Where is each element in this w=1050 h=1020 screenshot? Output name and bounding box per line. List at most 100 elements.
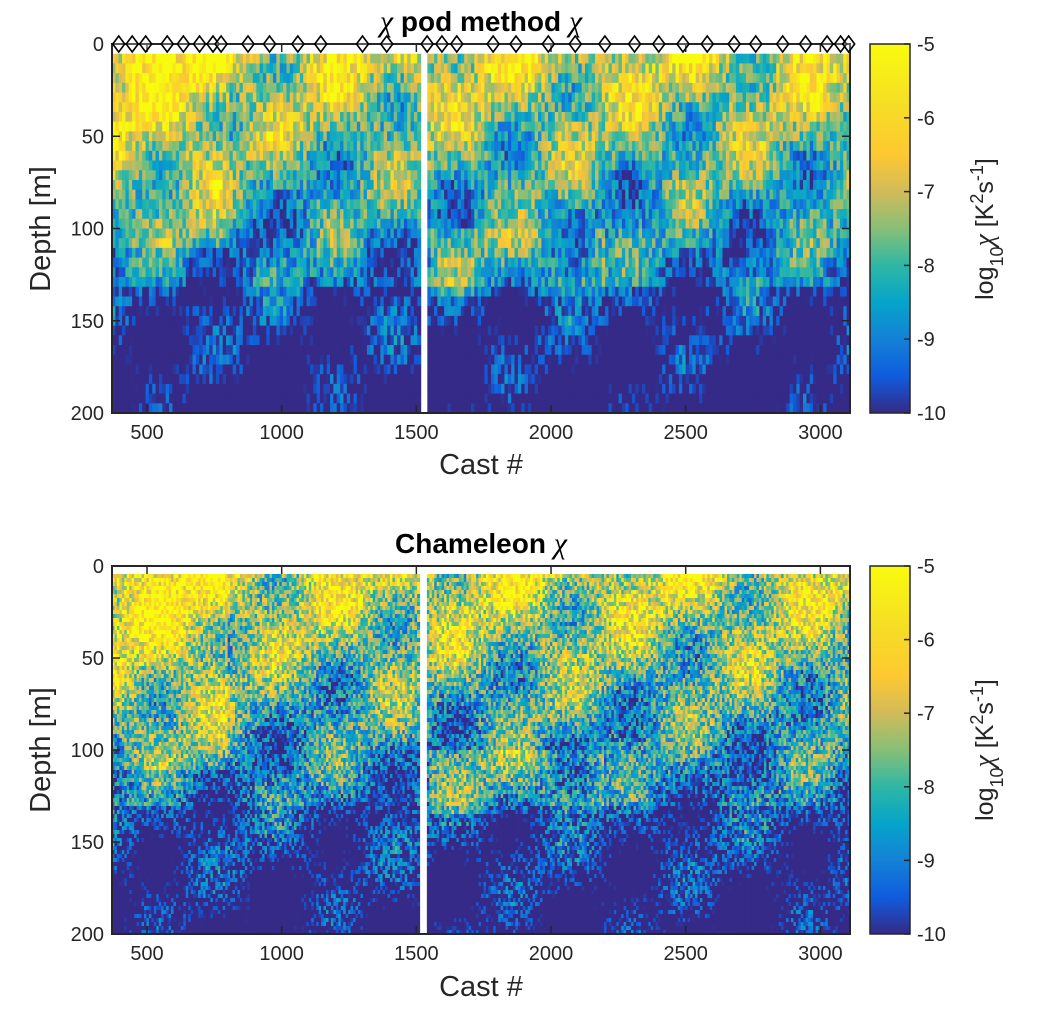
heatmap-cell	[501, 209, 506, 220]
heatmap-cell	[350, 73, 355, 84]
heatmap-cell	[299, 325, 304, 336]
heatmap-cell	[541, 141, 546, 152]
heatmap-cell	[393, 345, 398, 356]
heatmap-cell	[115, 228, 120, 239]
heatmap-cell	[182, 267, 187, 278]
heatmap-cell	[309, 160, 314, 171]
heatmap-cell	[430, 335, 435, 346]
heatmap-cell	[450, 306, 455, 317]
heatmap-cell	[323, 199, 328, 210]
heatmap-cell	[256, 63, 261, 74]
heatmap-cell	[195, 189, 200, 200]
heatmap-cell	[494, 277, 499, 288]
heatmap-cell	[470, 111, 475, 123]
heatmap-cell	[407, 345, 412, 356]
heatmap-cell	[259, 160, 264, 171]
heatmap-cell	[165, 53, 170, 65]
heatmap-cell	[165, 393, 170, 404]
heatmap-cell	[246, 383, 251, 395]
heatmap-cell	[189, 383, 194, 395]
heatmap-cell	[202, 189, 207, 200]
heatmap-cell	[286, 102, 291, 113]
heatmap-cell	[564, 335, 569, 346]
heatmap-cell	[179, 92, 184, 103]
heatmap-cell	[346, 121, 351, 132]
heatmap-cell	[390, 306, 395, 317]
heatmap-cell	[333, 131, 338, 142]
heatmap-cell	[185, 102, 190, 113]
heatmap-cell	[444, 102, 449, 113]
heatmap-cell	[400, 131, 405, 142]
heatmap-cell	[417, 364, 422, 375]
heatmap-cell	[172, 238, 177, 249]
heatmap-cell	[125, 403, 130, 413]
heatmap-cell	[313, 383, 318, 395]
heatmap-cell	[464, 82, 469, 94]
heatmap-cell	[323, 141, 328, 152]
heatmap-cell	[239, 102, 244, 113]
heatmap-cell	[397, 315, 402, 327]
heatmap-cell	[561, 131, 566, 142]
heatmap-cell	[148, 63, 153, 74]
heatmap-cell	[299, 63, 304, 74]
heatmap-cell	[115, 296, 120, 307]
heatmap-cell	[427, 102, 432, 113]
heatmap-cell	[132, 277, 137, 288]
heatmap-cell	[333, 160, 338, 171]
heatmap-cell	[179, 73, 184, 84]
heatmap-cell	[323, 286, 328, 298]
heatmap-cell	[333, 218, 338, 230]
heatmap-cell	[501, 325, 506, 336]
heatmap-cell	[504, 257, 509, 268]
heatmap-cell	[158, 247, 163, 259]
heatmap-cell	[236, 393, 241, 404]
heatmap-cell	[521, 335, 526, 346]
heatmap-cell	[232, 228, 237, 239]
heatmap-cell	[393, 121, 398, 132]
heatmap-cell	[538, 383, 542, 395]
heatmap-cell	[390, 257, 395, 268]
heatmap-cell	[299, 111, 304, 123]
heatmap-cell	[132, 121, 137, 132]
heatmap-cell	[541, 277, 546, 288]
heatmap-cell	[185, 306, 190, 317]
heatmap-cell	[450, 325, 455, 336]
heatmap-cell	[370, 150, 375, 162]
heatmap-cell	[172, 53, 177, 65]
heatmap-cell	[323, 228, 328, 239]
heatmap-cell	[135, 73, 140, 84]
heatmap-cell	[215, 267, 220, 278]
heatmap-cell	[195, 92, 200, 103]
heatmap-cell	[303, 335, 308, 346]
heatmap-cell	[373, 53, 378, 65]
heatmap-cell	[524, 150, 529, 162]
heatmap-cell	[122, 160, 127, 171]
heatmap-cell	[551, 306, 556, 317]
heatmap-cell	[514, 228, 519, 239]
heatmap-cell	[373, 63, 378, 74]
heatmap-cell	[209, 247, 214, 259]
heatmap-cell	[464, 160, 469, 171]
heatmap-cell	[229, 209, 234, 220]
heatmap-cell	[340, 92, 345, 103]
heatmap-cell	[517, 121, 522, 132]
heatmap-cell	[185, 267, 190, 278]
heatmap-cell	[309, 325, 314, 336]
heatmap-cell	[132, 179, 137, 191]
heatmap-cell	[205, 335, 210, 346]
heatmap-cell	[222, 218, 227, 230]
heatmap-cell	[413, 160, 418, 171]
heatmap-cell	[360, 306, 365, 317]
heatmap-cell	[326, 73, 331, 84]
heatmap-cell	[319, 257, 324, 268]
heatmap-cell	[504, 150, 509, 162]
heatmap-cell	[467, 403, 472, 413]
heatmap-cell	[561, 121, 566, 132]
heatmap-cell	[494, 63, 499, 74]
heatmap-cell	[162, 199, 167, 210]
heatmap-cell	[215, 238, 220, 249]
heatmap-cell	[467, 383, 472, 395]
heatmap-cell	[527, 53, 532, 65]
heatmap-cell	[195, 238, 200, 249]
heatmap-cell	[232, 383, 237, 395]
